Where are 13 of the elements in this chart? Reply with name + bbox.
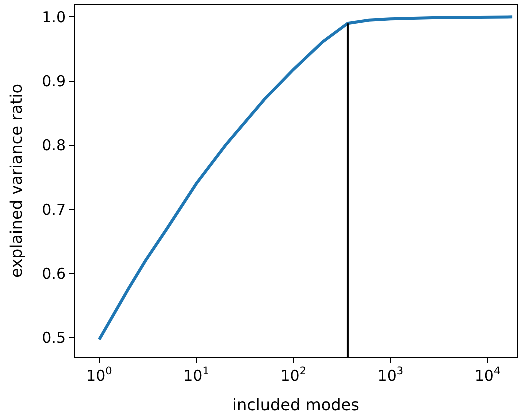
y-tick-label: 1.0 (42, 8, 66, 26)
x-tick-label: 10$^{0}$ (86, 366, 112, 385)
x-tick-label: 10$^{1}$ (184, 366, 210, 385)
y-tick-label: 0.5 (42, 329, 66, 348)
y-tick-label: 0.8 (42, 136, 66, 155)
y-axis-title: explained variance ratio (7, 84, 26, 278)
y-tick-label: 0.7 (42, 200, 66, 219)
x-tick-label: 10$^{4}$ (474, 366, 501, 385)
y-tick-label: 0.6 (42, 264, 66, 283)
x-axis-title: included modes (232, 396, 360, 415)
x-tick-label: 10$^{3}$ (378, 366, 404, 385)
y-tick-label: 0.9 (42, 72, 66, 91)
x-tick-label: 10$^{2}$ (280, 366, 306, 385)
